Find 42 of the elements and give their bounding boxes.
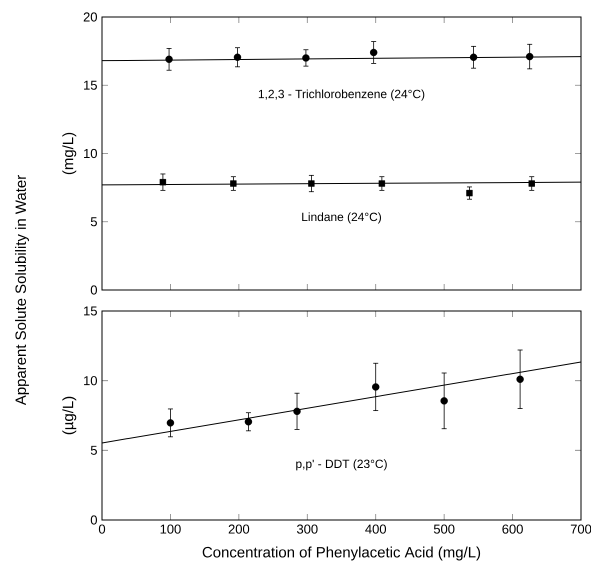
x-tick-label: 600 [502,524,523,534]
text: 1,2,3 - Trichlorobenzene (24°C) [258,89,424,101]
point [302,54,310,62]
y-axis-title: (mg/L) [62,132,76,174]
point [470,54,478,61]
y-tick-label: 15 [84,306,97,316]
x-tick-label: 100 [160,524,181,534]
point [466,190,473,196]
point [526,52,534,60]
y-tick-label: 10 [84,148,97,158]
point [372,383,380,391]
point [166,419,174,427]
point [370,48,378,56]
x-axis-title: Concentration of Phenylacetic Acid (mg/L) [202,546,480,560]
y-tick-label: 5 [90,446,97,455]
y-tick-label: 0 [90,515,97,525]
text: Apparent Solute Solubility in Water [15,175,29,406]
point [234,54,242,61]
point [308,180,315,187]
point [516,376,524,383]
point [378,180,386,187]
x-tick-label: 400 [365,524,386,534]
y-tick-label: 15 [84,80,97,90]
text: Lindane (24°C) [302,212,381,224]
point [230,180,237,187]
point [165,56,173,64]
y-axis-title: (µg/L) [62,396,76,434]
point [293,408,301,416]
text: p,p' - DDT (23°C) [296,459,387,470]
x-tick-label: 0 [98,524,106,534]
point [528,180,535,187]
point [160,178,166,186]
x-tick-label: 700 [570,524,591,534]
x-tick-label: 500 [434,524,454,534]
y-tick-label: 0 [90,285,97,295]
x-tick-label: 300 [296,524,318,534]
y-tick-label: 20 [84,12,97,22]
x-tick-label: 200 [228,524,250,534]
y-tick-label: 5 [90,217,97,226]
y-tick-label: 10 [84,376,97,386]
point [244,418,252,426]
point [440,397,448,405]
